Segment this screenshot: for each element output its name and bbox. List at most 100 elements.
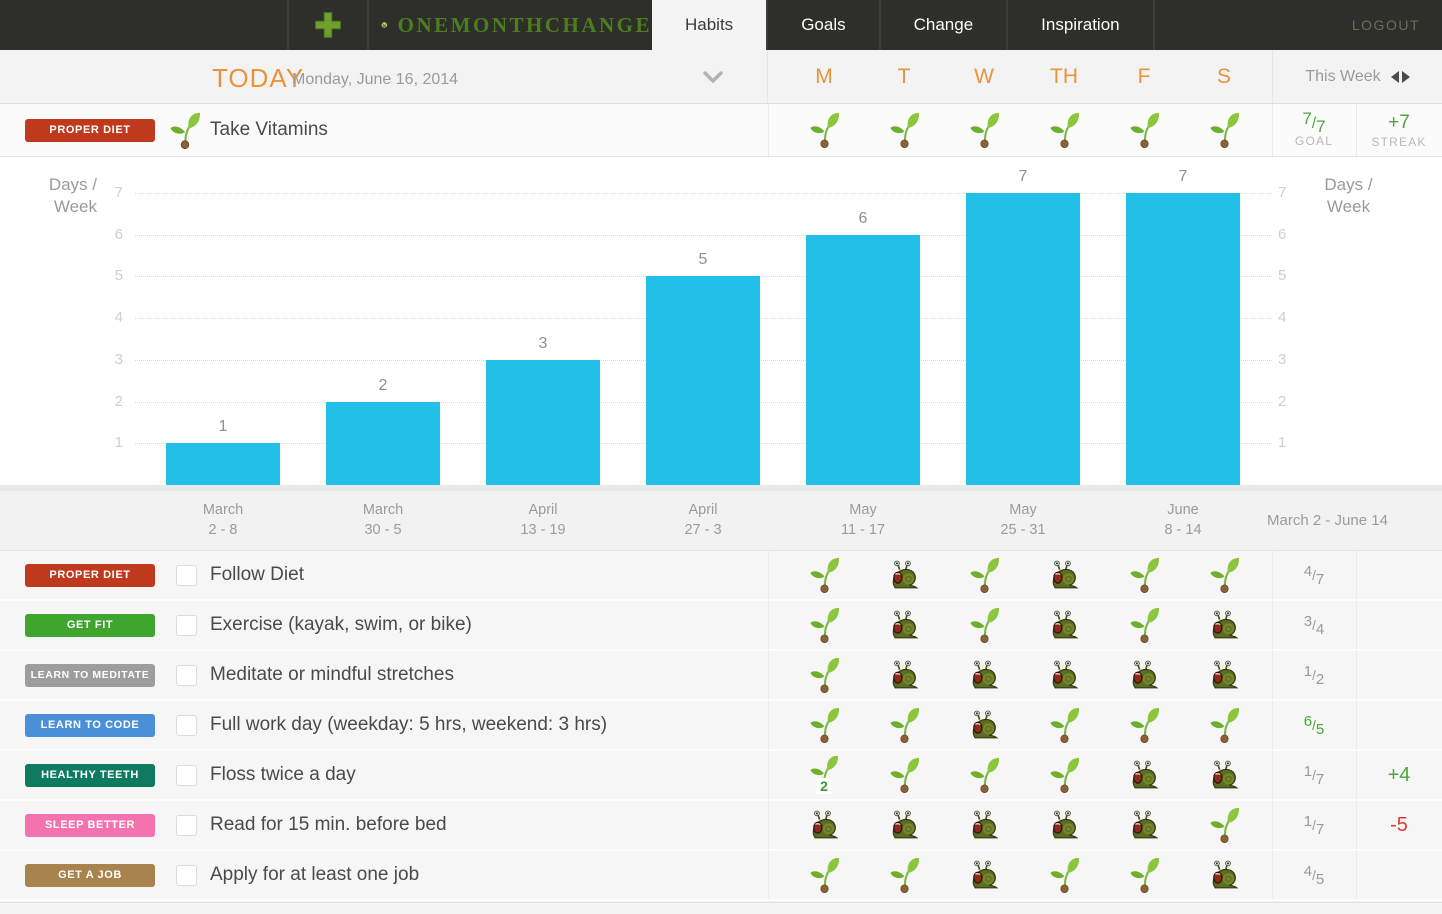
sprout-icon[interactable] [810, 707, 839, 744]
week-label: March 30 - 5 [362, 501, 404, 538]
habit-name: Exercise (kayak, swim, or bike) [210, 614, 472, 635]
sprout-icon[interactable] [1130, 607, 1159, 644]
snail-icon[interactable] [1208, 660, 1240, 690]
sprout-icon[interactable] [970, 757, 999, 794]
snail-icon[interactable] [1208, 860, 1240, 890]
sprout-icon[interactable] [970, 557, 999, 594]
snail-icon[interactable] [1048, 610, 1080, 640]
score-fraction: 1/7 [1303, 762, 1325, 788]
snail-icon[interactable] [968, 860, 1000, 890]
habit-checkbox[interactable] [176, 765, 197, 786]
sprout-icon[interactable] [1050, 112, 1079, 149]
sprout-icon[interactable] [1050, 857, 1079, 894]
snail-icon[interactable] [968, 710, 1000, 740]
day-cell [1024, 751, 1104, 799]
day-cell [1024, 851, 1104, 899]
snail-icon[interactable] [808, 810, 840, 840]
sprout-icon[interactable] [1050, 757, 1079, 794]
sprout-icon[interactable] [1130, 707, 1159, 744]
score-fraction: 4/7 [1303, 562, 1325, 588]
week-label: March 2 - 8 [202, 501, 244, 538]
week-navigator: This Week [1272, 50, 1442, 103]
y-tick-label: 4 [1278, 309, 1287, 327]
y-tick-label: 1 [1278, 434, 1287, 452]
day-cell [1184, 601, 1264, 649]
date-header-left: TODAY Monday, June 16, 2014 [0, 50, 768, 103]
sprout-icon[interactable] [970, 112, 999, 149]
snail-icon[interactable] [1208, 760, 1240, 790]
day-cell [864, 551, 944, 599]
score-fraction: 1/2 [1303, 662, 1325, 688]
sprout-icon[interactable] [810, 607, 839, 644]
snail-icon[interactable] [1048, 660, 1080, 690]
logout-button[interactable]: LOGOUT [1351, 17, 1420, 33]
day-cell [1024, 701, 1104, 749]
sprout-icon[interactable] [1210, 557, 1239, 594]
snail-icon[interactable] [1048, 560, 1080, 590]
snail-icon[interactable] [1128, 760, 1160, 790]
snail-icon[interactable] [1208, 610, 1240, 640]
sprout-icon[interactable] [890, 757, 919, 794]
habit-checkbox[interactable] [176, 865, 197, 886]
tab-goals[interactable]: Goals [766, 0, 878, 50]
habit-row: LEARN TO MEDITATE Meditate or mindful str… [0, 651, 1442, 701]
snail-icon[interactable] [1048, 810, 1080, 840]
bar [166, 443, 280, 485]
score-denominator: 7 [1315, 770, 1325, 788]
arrow-left-icon[interactable] [1391, 71, 1399, 83]
sprout-icon[interactable] [1210, 807, 1239, 844]
sprout-icon[interactable] [1130, 857, 1159, 894]
snail-icon[interactable] [888, 810, 920, 840]
chevron-down-icon[interactable] [703, 70, 723, 88]
day-cell [784, 701, 864, 749]
habit-checkbox[interactable] [176, 715, 197, 736]
sprout-icon[interactable] [810, 557, 839, 594]
sprout-icon[interactable] [1130, 112, 1159, 149]
sprout-icon[interactable] [810, 857, 839, 894]
column-divider [768, 601, 769, 649]
sprout-icon[interactable] [1050, 707, 1079, 744]
tab-inspiration[interactable]: Inspiration [1006, 0, 1155, 50]
column-divider [1272, 551, 1273, 599]
snail-icon[interactable] [1128, 660, 1160, 690]
day-cell [1184, 651, 1264, 699]
sprout-icon[interactable] [1130, 557, 1159, 594]
sprout-icon[interactable] [810, 657, 839, 694]
day-header-th: TH [1050, 64, 1078, 88]
sprout-icon[interactable] [1210, 707, 1239, 744]
snail-icon[interactable] [1128, 810, 1160, 840]
sprout-with-count-icon[interactable]: 2 [810, 756, 838, 794]
score-column: 6/5 [1272, 701, 1356, 749]
sprout-icon[interactable] [890, 707, 919, 744]
streak-column: +7 STREAK [1356, 104, 1442, 156]
snail-icon[interactable] [888, 560, 920, 590]
tab-change[interactable]: Change [878, 0, 1007, 50]
snail-icon[interactable] [888, 610, 920, 640]
bar-value-label: 1 [218, 418, 228, 436]
habit-checkbox[interactable] [176, 565, 197, 586]
week-label: April 27 - 3 [684, 501, 722, 538]
arrow-right-icon[interactable] [1402, 71, 1410, 83]
sprout-icon[interactable] [1210, 112, 1239, 149]
habit-name: Follow Diet [210, 564, 304, 585]
bar [486, 359, 600, 485]
sprout-icon[interactable] [890, 112, 919, 149]
sprout-icon[interactable] [810, 112, 839, 149]
snail-icon[interactable] [888, 660, 920, 690]
category-badge: GET FIT [25, 614, 155, 637]
habit-checkbox[interactable] [176, 615, 197, 636]
current-date: Monday, June 16, 2014 [292, 71, 459, 88]
day-cell [944, 551, 1024, 599]
add-habit-button[interactable] [289, 0, 367, 50]
sprout-icon[interactable] [890, 857, 919, 894]
habit-checkbox[interactable] [176, 665, 197, 686]
snail-icon[interactable] [968, 660, 1000, 690]
column-divider [1272, 851, 1273, 899]
tab-habits[interactable]: Habits [652, 0, 767, 50]
snail-icon[interactable] [968, 810, 1000, 840]
sprout-icon[interactable] [970, 607, 999, 644]
habit-checkbox[interactable] [176, 815, 197, 836]
day-cell [864, 701, 944, 749]
score-column: 1/2 [1272, 651, 1356, 699]
sprout-icon [170, 111, 200, 151]
